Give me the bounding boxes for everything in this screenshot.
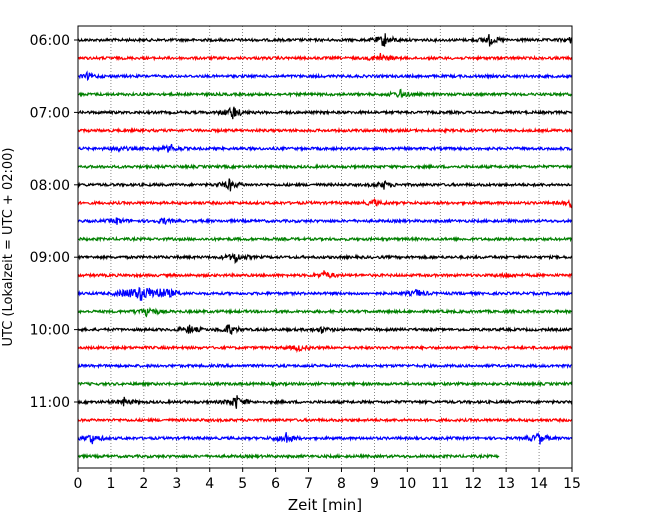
trace-08:00 (77, 178, 572, 192)
y-tick-label: 08:00 (30, 178, 70, 194)
trace-10:15 (77, 344, 573, 354)
x-tick-label: 1 (106, 476, 115, 492)
trace-10:00 (77, 324, 573, 335)
trace-06:45 (77, 88, 573, 99)
trace-06:30 (77, 70, 573, 82)
x-tick-label: 7 (304, 476, 313, 492)
trace-06:00 (77, 33, 573, 47)
plot-frame (77, 25, 573, 469)
y-tick-label: 06:00 (30, 33, 70, 49)
x-tick-label: 12 (464, 476, 482, 492)
y-tick-label: 11:00 (30, 395, 70, 411)
trace-08:30 (77, 216, 573, 226)
trace-10:30 (77, 362, 572, 370)
x-axis-ticks: 0 1 2 3 4 5 6 7 8 9 10 11 12 13 14 15 (74, 468, 581, 492)
trace-07:00 (77, 106, 573, 120)
x-tick-label: 3 (172, 476, 181, 492)
trace-11:15 (77, 416, 573, 424)
x-tick-label: 2 (139, 476, 148, 492)
trace-11:00 (77, 395, 573, 409)
trace-07:15 (77, 126, 573, 135)
trace-10:45 (77, 380, 573, 388)
x-tick-label: 8 (337, 476, 346, 492)
x-tick-label: 14 (530, 476, 548, 492)
y-tick-label: 07:00 (30, 105, 70, 121)
trace-11:30 (77, 431, 573, 445)
trace-09:30 (77, 286, 573, 301)
trace-06:15 (77, 52, 573, 62)
x-tick-label: 11 (431, 476, 449, 492)
y-tick-label: 09:00 (30, 250, 70, 266)
plot-background (78, 26, 572, 468)
x-axis-label: Zeit [min] (288, 496, 362, 514)
x-tick-label: 4 (205, 476, 214, 492)
trace-09:15 (77, 270, 573, 280)
x-tick-label: 6 (271, 476, 280, 492)
x-tick-label: 5 (238, 476, 247, 492)
x-tick-label: 15 (563, 476, 581, 492)
trace-07:45 (77, 163, 573, 171)
x-tick-label: 10 (398, 476, 416, 492)
x-tick-label: 9 (370, 476, 379, 492)
trace-09:45 (77, 306, 573, 318)
x-tick-label: 0 (74, 476, 83, 492)
trace-08:45 (77, 235, 572, 243)
x-tick-label: 13 (497, 476, 515, 492)
trace-08:15 (77, 197, 573, 209)
y-axis-ticks: 06:00 07:00 08:00 09:00 10:00 11:00 (30, 33, 78, 411)
trace-09:00 (77, 252, 573, 265)
seismic-traces (77, 33, 573, 460)
y-axis-label: UTC (Lokalzeit = UTC + 02:00) (1, 148, 16, 347)
trace-11:45 (77, 452, 500, 460)
trace-07:30 (77, 143, 572, 154)
y-tick-label: 10:00 (30, 323, 70, 339)
